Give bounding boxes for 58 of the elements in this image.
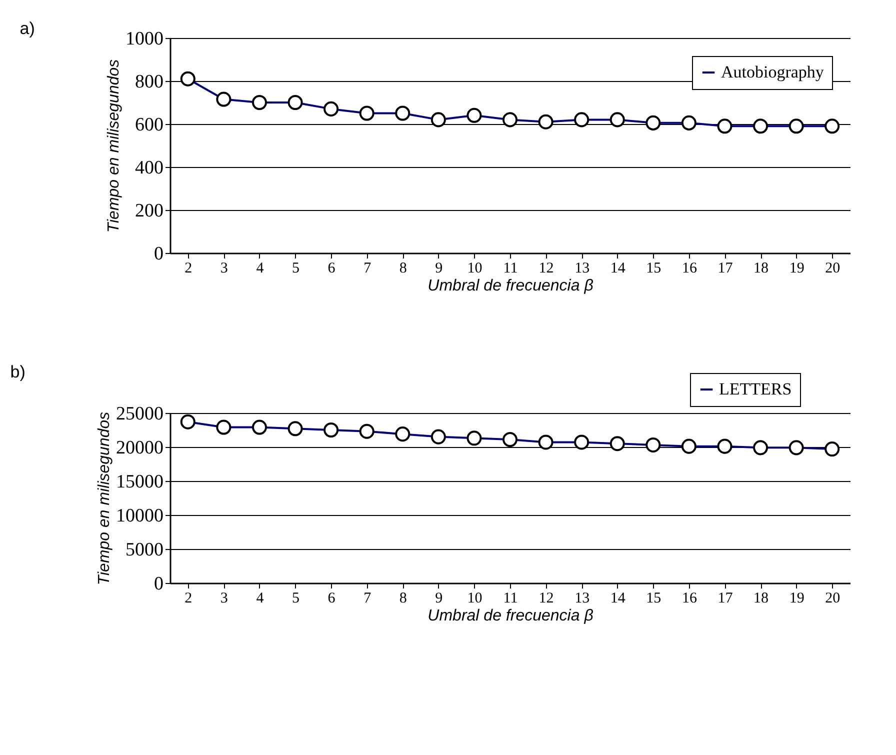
y-tick-label: 20000 — [116, 438, 164, 458]
x-tick-label: 13 — [574, 260, 590, 276]
x-tick-label: 10 — [467, 590, 482, 606]
y-axis-title: Tiempo en milisegundos — [106, 59, 122, 233]
x-tick-label: 17 — [718, 260, 734, 276]
x-tick-label: 3 — [220, 260, 228, 276]
y-tick-label: 10000 — [116, 506, 164, 526]
x-tick-label: 20 — [825, 260, 840, 276]
x-tick-label: 18 — [754, 260, 769, 276]
y-tick-label: 0 — [154, 244, 164, 264]
x-tick-label: 5 — [292, 590, 300, 606]
x-tick-label: 2 — [184, 590, 192, 606]
y-tick-label: 600 — [135, 114, 164, 136]
y-tick-label: 5000 — [126, 540, 164, 560]
legend-label: LETTERS — [719, 380, 792, 398]
legend-label: Autobiography — [721, 62, 824, 82]
x-tick-label: 19 — [789, 590, 804, 606]
x-tick-label: 15 — [646, 260, 662, 276]
text: b) — [10, 362, 26, 382]
x-tick-label: 14 — [610, 590, 626, 606]
x-tick-label: 12 — [538, 590, 554, 606]
x-tick-label: 13 — [574, 590, 590, 606]
x-tick-label: 10 — [467, 260, 482, 276]
y-tick-label: 25000 — [116, 404, 164, 424]
x-tick-label: 14 — [610, 260, 626, 276]
y-tick-label: 400 — [135, 158, 164, 178]
x-tick-label: 7 — [364, 590, 372, 606]
text: a) — [20, 19, 35, 38]
y-axis-title: Tiempo en milisegundos — [96, 412, 113, 586]
y-tick-label: 800 — [135, 72, 164, 92]
x-tick-label: 16 — [682, 260, 698, 276]
x-tick-label: 9 — [435, 260, 443, 276]
y-tick-label: 0 — [154, 574, 164, 594]
x-tick-label: 4 — [256, 260, 264, 276]
x-tick-label: 2 — [184, 260, 192, 276]
x-tick-label: 4 — [256, 590, 264, 606]
x-tick-label: 6 — [328, 590, 336, 606]
x-axis-title: Umbral de frecuencia β — [428, 278, 594, 294]
x-tick-label: 3 — [220, 590, 228, 606]
x-tick-label: 8 — [399, 590, 407, 606]
y-tick-label: 1000 — [126, 28, 164, 50]
x-tick-label: 5 — [292, 260, 300, 276]
x-tick-label: 11 — [503, 590, 518, 606]
x-tick-label: 15 — [646, 590, 662, 606]
x-tick-label: 6 — [328, 260, 336, 276]
x-tick-label: 18 — [754, 590, 769, 606]
x-axis-title: Umbral de frecuencia β — [428, 608, 594, 624]
x-tick-label: 16 — [682, 590, 698, 606]
x-tick-label: 17 — [718, 590, 734, 606]
x-tick-label: 7 — [364, 260, 372, 276]
x-tick-label: 11 — [503, 260, 518, 276]
x-tick-label: 19 — [789, 260, 804, 276]
x-tick-label: 20 — [825, 590, 840, 606]
y-tick-label: 200 — [135, 200, 164, 222]
y-tick-label: 15000 — [116, 472, 164, 492]
x-tick-label: 9 — [435, 590, 443, 606]
x-tick-label: 12 — [538, 260, 554, 276]
x-tick-label: 8 — [399, 260, 407, 276]
